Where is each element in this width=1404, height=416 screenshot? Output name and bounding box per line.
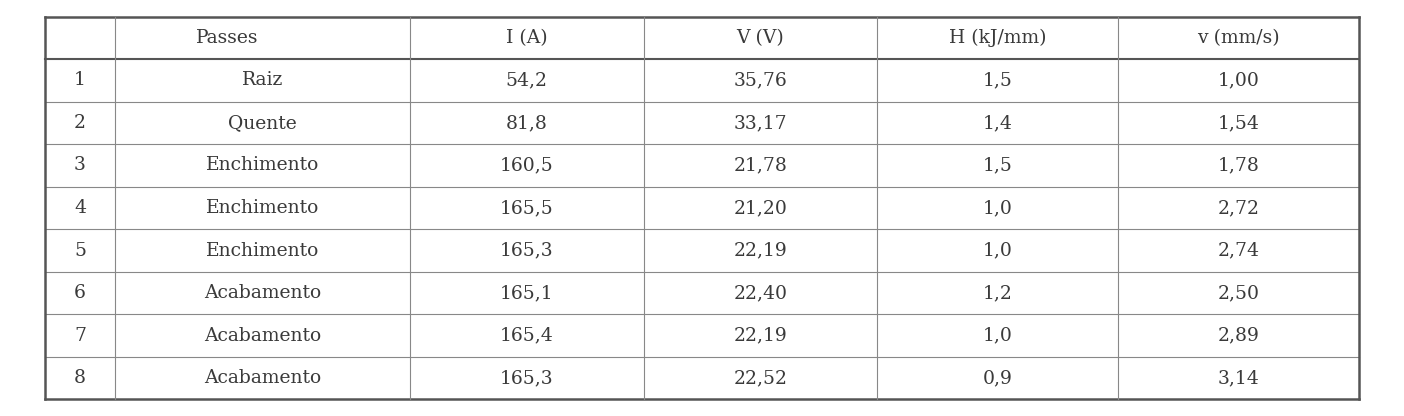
Text: 2,89: 2,89 [1217,327,1259,344]
Text: Enchimento: Enchimento [206,242,319,260]
Text: 2: 2 [74,114,86,132]
Text: Acabamento: Acabamento [204,327,322,344]
Text: 165,4: 165,4 [500,327,553,344]
Text: 1,5: 1,5 [983,156,1012,174]
Text: 165,5: 165,5 [500,199,553,217]
Text: 2,50: 2,50 [1217,284,1259,302]
Text: Acabamento: Acabamento [204,284,322,302]
Text: 160,5: 160,5 [500,156,553,174]
Text: v (mm/s): v (mm/s) [1198,29,1280,47]
Text: 22,19: 22,19 [733,242,788,260]
Text: 165,3: 165,3 [500,242,553,260]
Text: 21,20: 21,20 [733,199,788,217]
Text: 22,52: 22,52 [733,369,788,387]
Text: 1,4: 1,4 [983,114,1012,132]
Text: V (V): V (V) [737,29,785,47]
Text: 1,5: 1,5 [983,72,1012,89]
Text: Enchimento: Enchimento [206,156,319,174]
Text: 33,17: 33,17 [734,114,788,132]
Text: 1,78: 1,78 [1217,156,1259,174]
Text: 3: 3 [74,156,86,174]
Text: 1,00: 1,00 [1217,72,1259,89]
Text: 3,14: 3,14 [1217,369,1259,387]
Text: 81,8: 81,8 [505,114,548,132]
Text: 1,0: 1,0 [983,327,1012,344]
Text: 165,1: 165,1 [500,284,553,302]
Text: I (A): I (A) [505,29,548,47]
Text: 2,74: 2,74 [1217,242,1259,260]
Text: H (kJ/mm): H (kJ/mm) [949,29,1046,47]
Text: 0,9: 0,9 [983,369,1012,387]
Text: 6: 6 [74,284,86,302]
Text: Quente: Quente [227,114,296,132]
Text: 1: 1 [74,72,86,89]
Text: 1,0: 1,0 [983,199,1012,217]
Text: 22,40: 22,40 [733,284,788,302]
Text: 1,0: 1,0 [983,242,1012,260]
Text: Raiz: Raiz [241,72,284,89]
Text: 5: 5 [74,242,86,260]
Text: 22,19: 22,19 [733,327,788,344]
Text: 35,76: 35,76 [733,72,788,89]
Text: 1,54: 1,54 [1217,114,1259,132]
Text: 21,78: 21,78 [733,156,788,174]
Text: 4: 4 [74,199,86,217]
Text: 1,2: 1,2 [983,284,1012,302]
Text: 2,72: 2,72 [1217,199,1259,217]
Text: Acabamento: Acabamento [204,369,322,387]
Text: Passes: Passes [197,29,258,47]
Text: 165,3: 165,3 [500,369,553,387]
Text: 54,2: 54,2 [505,72,548,89]
Text: 7: 7 [74,327,86,344]
Text: Enchimento: Enchimento [206,199,319,217]
Text: 8: 8 [74,369,86,387]
